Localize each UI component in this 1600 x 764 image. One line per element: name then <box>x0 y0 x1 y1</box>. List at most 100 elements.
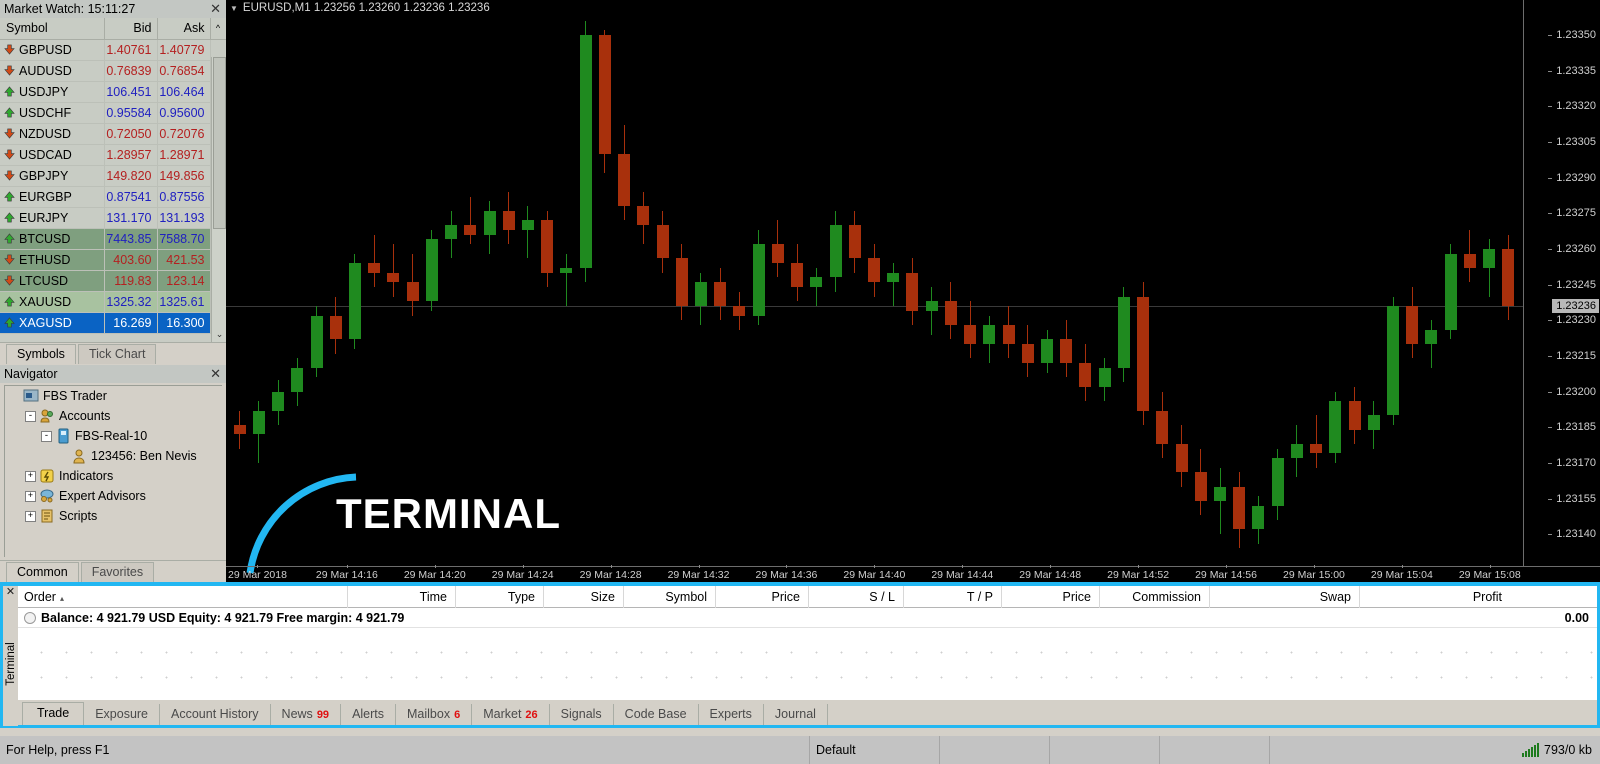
terminal-tab-experts[interactable]: Experts <box>699 704 764 725</box>
terminal-tab-alerts[interactable]: Alerts <box>341 704 397 725</box>
navigator-tree[interactable]: FBS Trader - Accounts - FBS-Real-10 123456: B… <box>4 385 222 557</box>
tree-expander-icon[interactable]: + <box>25 490 36 502</box>
terminal-tab-trade[interactable]: Trade <box>22 702 85 725</box>
tree-expander-icon[interactable]: - <box>25 410 36 422</box>
terminal-tab-market[interactable]: Market 26 <box>472 704 550 725</box>
scroll-down-icon[interactable]: ⌄ <box>215 328 224 339</box>
row-symbol: XAGUSD <box>0 312 105 334</box>
tree-expander-icon[interactable]: - <box>41 430 52 442</box>
row-ask: 1325.61 <box>157 291 211 313</box>
market-watch-panel[interactable]: Symbol Bid Ask ^ GBPUSD 1.40761 1.40779 AUD… <box>0 18 227 342</box>
arrow-up-icon <box>4 85 15 96</box>
market-watch-row[interactable]: USDCAD 1.28957 1.28971 <box>0 144 227 166</box>
row-ask: 7588.70 <box>157 228 211 250</box>
terminal-column-header[interactable]: Swap <box>1210 585 1360 608</box>
terminal-tab-mailbox[interactable]: Mailbox 6 <box>396 704 473 725</box>
navigator-node[interactable]: + Expert Advisors <box>5 486 222 506</box>
tree-expander-icon[interactable]: + <box>25 510 36 522</box>
market-watch-row[interactable]: GBPJPY 149.820 149.856 <box>0 165 227 187</box>
navigator-node-label: Indicators <box>59 469 114 483</box>
terminal-tab-journal[interactable]: Journal <box>764 704 828 725</box>
tab-favorites[interactable]: Favorites <box>80 562 155 582</box>
tree-expander-icon[interactable]: + <box>25 470 36 482</box>
row-bid: 1325.32 <box>104 291 158 313</box>
market-watch-row[interactable]: XAUUSD 1325.32 1325.61 <box>0 291 227 313</box>
scrollbar-thumb[interactable] <box>213 57 226 229</box>
left-dock: Market Watch: 15:11:27 ✕ Symbol Bid Ask … <box>0 0 227 582</box>
market-watch-row[interactable]: GBPUSD 1.40761 1.40779 <box>0 39 227 61</box>
row-bid: 131.170 <box>104 207 158 229</box>
market-watch-row[interactable]: NZDUSD 0.72050 0.72076 <box>0 123 227 145</box>
tab-common[interactable]: Common <box>6 562 79 582</box>
tab-label: Journal <box>774 707 816 721</box>
navigator-node[interactable]: FBS Trader <box>5 386 222 406</box>
price-tick-label: 1.23215 <box>1548 350 1596 362</box>
terminal-column-header[interactable]: Price <box>716 585 809 608</box>
terminal-tab-account-history[interactable]: Account History <box>160 704 271 725</box>
market-watch-row[interactable]: USDJPY 106.451 106.464 <box>0 81 227 103</box>
navigator-node[interactable]: + Scripts <box>5 506 222 526</box>
navigator-node[interactable]: - Accounts <box>5 406 222 426</box>
market-watch-row[interactable]: EURGBP 0.87541 0.87556 <box>0 186 227 208</box>
market-watch-row[interactable]: EURJPY 131.170 131.193 <box>0 207 227 229</box>
terminal-sidebar: ✕ Terminal <box>3 586 18 726</box>
price-tick-label: 1.23335 <box>1548 65 1596 77</box>
terminal-column-header[interactable]: Size <box>544 585 624 608</box>
market-watch-row[interactable]: USDCHF 0.95584 0.95600 <box>0 102 227 124</box>
price-tick-label: 1.23200 <box>1548 386 1596 398</box>
navigator-node[interactable]: + Indicators <box>5 466 222 486</box>
market-watch-row[interactable]: AUDUSD 0.76839 0.76854 <box>0 60 227 82</box>
terminal-column-header[interactable]: Type <box>456 585 544 608</box>
market-watch-scrollbar[interactable]: ⌄ <box>211 57 226 342</box>
close-icon[interactable]: ✕ <box>210 366 221 381</box>
terminal-column-header[interactable]: T / P <box>904 585 1002 608</box>
row-symbol: XAUUSD <box>0 291 105 313</box>
status-profile[interactable]: Default <box>810 736 940 764</box>
column-header-ask[interactable]: Ask <box>157 18 211 40</box>
market-watch-row[interactable]: LTCUSD 119.83 123.14 <box>0 270 227 292</box>
status-traffic: 793/0 kb <box>1544 743 1592 757</box>
market-watch-row[interactable]: ETHUSD 403.60 421.53 <box>0 249 227 271</box>
terminal-tab-signals[interactable]: Signals <box>550 704 614 725</box>
terminal-tab-exposure[interactable]: Exposure <box>84 704 161 725</box>
chevron-down-icon[interactable]: ▼ <box>230 3 238 13</box>
price-tick-label: 1.23290 <box>1548 172 1596 184</box>
terminal-column-header[interactable]: Profit <box>1472 589 1502 604</box>
close-icon[interactable]: ✕ <box>5 586 16 598</box>
navigator-node[interactable]: 123456: Ben Nevis <box>5 446 222 466</box>
price-chart[interactable]: ▼ EURUSD,M1 1.23256 1.23260 1.23236 1.23… <box>226 0 1600 582</box>
tab-symbols[interactable]: Symbols <box>6 344 76 364</box>
terminal-tab-news[interactable]: News 99 <box>271 704 342 725</box>
terminal-tab-code-base[interactable]: Code Base <box>614 704 699 725</box>
price-tick-label: 1.23230 <box>1548 314 1596 326</box>
market-watch-row[interactable]: XAGUSD 16.269 16.300 <box>0 312 227 334</box>
price-axis[interactable]: 1.23350 1.23335 1.23320 1.23305 1.23290 1.232… <box>1523 0 1600 566</box>
row-ask: 149.856 <box>157 165 211 187</box>
tab-tick-chart[interactable]: Tick Chart <box>77 344 157 364</box>
market-watch-table: Symbol Bid Ask ^ GBPUSD 1.40761 1.40779 AUD… <box>0 18 227 334</box>
terminal-column-header[interactable]: Commission <box>1100 585 1210 608</box>
market-watch-header-row: Symbol Bid Ask ^ <box>0 18 227 40</box>
navigator-node-label: 123456: Ben Nevis <box>91 449 197 463</box>
terminal-column-header[interactable]: Order ▴ <box>18 585 348 608</box>
time-tick-label: 29 Mar 14:48 <box>1019 565 1081 581</box>
terminal-column-header[interactable]: Time <box>348 585 456 608</box>
scroll-up-icon[interactable]: ^ <box>210 18 227 40</box>
market-watch-tabs: Symbols Tick Chart <box>0 342 226 364</box>
close-icon[interactable]: ✕ <box>210 1 221 16</box>
orders-grid-empty[interactable] <box>18 629 1597 700</box>
arrow-down-icon <box>4 128 15 139</box>
terminal-column-header[interactable]: Symbol <box>624 585 716 608</box>
column-header-symbol[interactable]: Symbol <box>0 18 105 40</box>
time-tick-label: 29 Mar 14:44 <box>931 565 993 581</box>
row-symbol: GBPUSD <box>0 39 105 61</box>
navigator-node[interactable]: - FBS-Real-10 <box>5 426 222 446</box>
balance-row[interactable]: Balance: 4 921.79 USD Equity: 4 921.79 F… <box>18 608 1597 628</box>
row-ask: 131.193 <box>157 207 211 229</box>
terminal-column-header[interactable]: Price <box>1002 585 1100 608</box>
user-icon <box>73 449 85 464</box>
terminal-column-header[interactable]: S / L <box>809 585 904 608</box>
column-header-bid[interactable]: Bid <box>104 18 158 40</box>
time-axis[interactable]: 29 Mar 2018 29 Mar 14:16 29 Mar 14:20 29 Ma… <box>226 565 1600 582</box>
market-watch-row[interactable]: BTCUSD 7443.85 7588.70 <box>0 228 227 250</box>
